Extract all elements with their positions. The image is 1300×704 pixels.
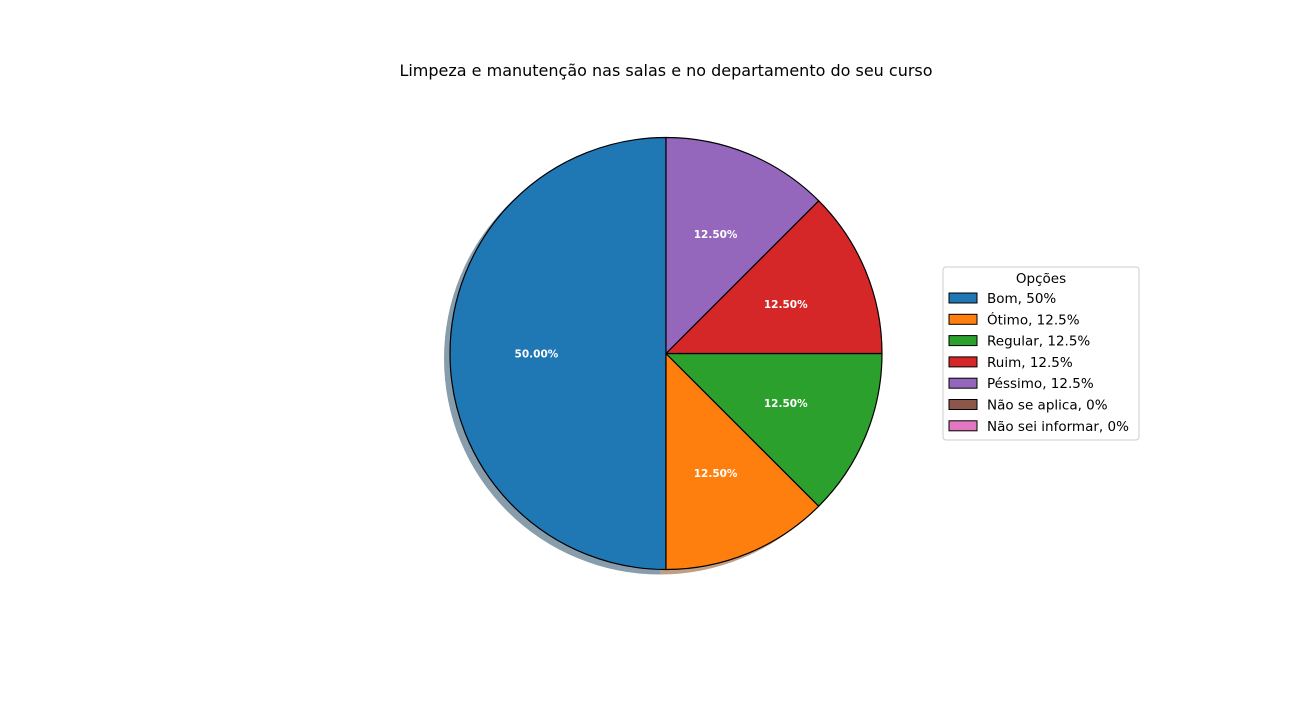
pie-slices — [449, 136, 883, 571]
legend-label-ruim: Ruim, 12.5% — [987, 355, 1073, 371]
slice-regular — [665, 352, 883, 507]
pct-label-bom: 50.00% — [515, 349, 559, 361]
slice-otimo — [665, 352, 820, 571]
legend-swatch-bom — [948, 292, 978, 304]
legend-title: Opções — [1016, 271, 1066, 287]
legend-swatch-nao-sei-informar — [948, 420, 978, 432]
legend-label-bom: Bom, 50% — [987, 291, 1056, 307]
legend-label-otimo: Ótimo, 12.5% — [987, 310, 1080, 328]
legend-label-pessimo: Péssimo, 12.5% — [987, 376, 1094, 392]
legend-swatch-regular — [948, 335, 978, 347]
chart-title: Limpeza e manutenção nas salas e no depa… — [399, 61, 932, 80]
pct-label-ruim: 12.50% — [764, 299, 808, 311]
slice-pessimo — [665, 136, 820, 355]
slice-bom — [449, 136, 667, 571]
slice-ruim — [665, 200, 883, 355]
legend-items: Bom, 50% Ótimo, 12.5% Regular, 12.5% Ruim, … — [948, 291, 1129, 435]
pct-label-pessimo: 12.50% — [694, 229, 738, 241]
legend-label-nao-sei-informar: Não sei informar, 0% — [987, 419, 1129, 435]
legend-label-nao-se-aplica: Não se aplica, 0% — [987, 398, 1108, 414]
legend-swatch-nao-se-aplica — [948, 399, 978, 410]
legend-swatch-otimo — [948, 313, 978, 325]
legend-frame — [942, 266, 1140, 441]
pct-label-otimo: 12.50% — [694, 468, 738, 480]
legend: Opções Bom, 50% Ótimo, 12.5% Regular, 12.5… — [942, 266, 1140, 441]
pct-label-regular: 12.50% — [764, 398, 808, 410]
legend-swatch-pessimo — [948, 377, 978, 389]
legend-swatch-ruim — [948, 356, 978, 368]
slice-labels: 50.00% 12.50% 12.50% 12.50% 12.50% — [515, 229, 809, 480]
legend-label-regular: Regular, 12.5% — [987, 334, 1090, 350]
